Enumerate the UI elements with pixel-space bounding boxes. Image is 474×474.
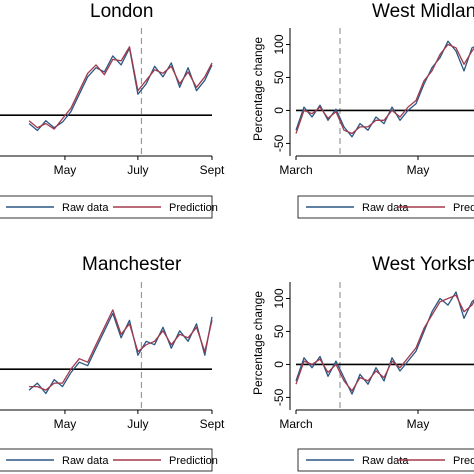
legend-label: Prediction (453, 202, 474, 214)
series-line-raw-data (295, 291, 474, 395)
chart-title: Manchester (82, 254, 182, 275)
chart-title: West Yorkshire (372, 254, 474, 275)
x-tick-label: May (54, 417, 77, 431)
legend-box (0, 195, 213, 219)
legend-label: Prediction (169, 202, 218, 214)
chart-title: West Midlands (372, 1, 474, 22)
x-tick-label: Sept (200, 417, 225, 431)
x-tick-label: May (407, 417, 430, 431)
series-line-prediction (295, 294, 474, 392)
y-tick-label: 0 (272, 361, 286, 368)
legend-label: Raw data (362, 455, 409, 467)
y-tick-label: 0 (272, 107, 286, 114)
series-line-prediction (28, 46, 213, 130)
legend-box (297, 448, 474, 472)
chart-title: London (90, 1, 153, 22)
y-tick-label: 50 (272, 70, 286, 84)
x-tick-label: March (279, 163, 312, 177)
series-line-prediction (295, 43, 474, 135)
legend-label: Prediction (453, 455, 474, 467)
legend-box (0, 448, 213, 472)
series-line-prediction (29, 309, 213, 391)
legend-label: Prediction (169, 455, 218, 467)
x-tick-label: July (127, 163, 148, 177)
series-line-raw-data (28, 312, 213, 395)
y-tick-label: 100 (272, 288, 286, 308)
y-tick-label: -50 (272, 388, 286, 406)
x-tick-label: Sept (200, 163, 225, 177)
series-line-raw-data (295, 40, 474, 138)
y-axis-label: Percentage change (251, 37, 265, 141)
panel-west-yorkshire: West Yorkshire 100 50 0 -50 Percentage change… (251, 254, 474, 472)
x-tick-label: March (279, 417, 312, 431)
x-tick-label: July (127, 417, 148, 431)
legend-label: Raw data (62, 202, 109, 214)
panel-manchester: Manchester May July Sept Raw data Prediction (0, 254, 225, 472)
panel-west-midlands: West Midlands 100 50 0 -50 Percentage change M… (251, 1, 474, 219)
y-tick-label: 50 (272, 324, 286, 338)
legend-box (297, 195, 474, 219)
y-axis-label: Percentage change (251, 291, 265, 395)
legend-label: Raw data (362, 202, 409, 214)
x-tick-label: May (407, 163, 430, 177)
legend-label: Raw data (62, 455, 109, 467)
x-tick-label: May (54, 163, 77, 177)
y-tick-label: 100 (272, 34, 286, 54)
y-tick-label: -50 (272, 134, 286, 152)
panel-london: London May July Sept Raw data Prediction (0, 1, 225, 219)
